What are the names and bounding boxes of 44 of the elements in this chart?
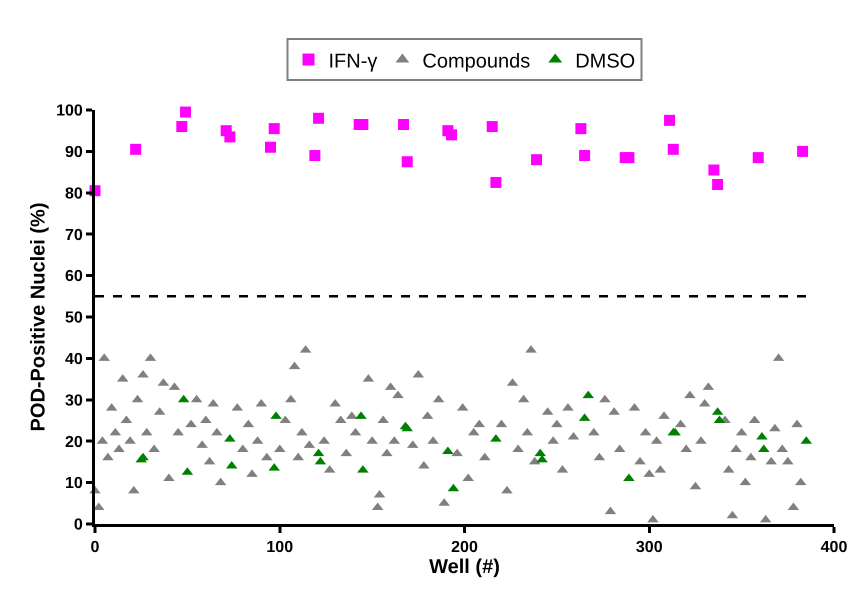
y-axis-title: POD-Positive Nuclei (%) — [28, 202, 50, 432]
x-tick-label: 100 — [266, 539, 294, 556]
y-tick-label: 50 — [65, 310, 83, 327]
point — [752, 152, 764, 164]
point — [797, 146, 808, 157]
y-tick-label: 90 — [65, 144, 83, 161]
y-tick-label: 100 — [56, 102, 83, 120]
y-tick-label: 80 — [65, 185, 83, 202]
point — [398, 118, 410, 130]
legend-label: Compounds — [422, 50, 530, 72]
y-tick-label: 70 — [65, 226, 83, 244]
point — [623, 152, 634, 164]
y-tick-label: 0 — [74, 516, 83, 534]
y-tick-label: 20 — [65, 434, 83, 451]
point — [313, 112, 324, 124]
point — [176, 121, 188, 132]
point — [402, 156, 413, 168]
x-axis-title: Well (#) — [429, 556, 500, 578]
x-tick-label: 0 — [90, 539, 100, 556]
x-tick-label: 200 — [451, 539, 478, 556]
point — [708, 164, 720, 176]
point — [268, 123, 280, 134]
y-tick-label: 60 — [65, 268, 83, 286]
legend-label: IFN-γ — [328, 50, 378, 72]
point — [224, 131, 236, 142]
point — [180, 106, 192, 118]
point — [579, 150, 590, 162]
x-tick-label: 300 — [636, 539, 663, 556]
point — [130, 144, 142, 155]
point — [490, 176, 502, 188]
point — [531, 154, 542, 166]
point — [486, 121, 498, 132]
point — [309, 150, 320, 162]
point — [265, 142, 276, 153]
point — [668, 144, 679, 155]
y-tick-label: 40 — [65, 351, 83, 368]
x-tick-label: 400 — [820, 539, 848, 556]
legend-label: DMSO — [575, 50, 636, 72]
y-tick-label: 30 — [65, 392, 83, 410]
point — [575, 123, 586, 134]
point — [664, 114, 676, 126]
y-tick-label: 10 — [65, 475, 83, 492]
point — [712, 179, 724, 190]
point — [446, 129, 458, 140]
